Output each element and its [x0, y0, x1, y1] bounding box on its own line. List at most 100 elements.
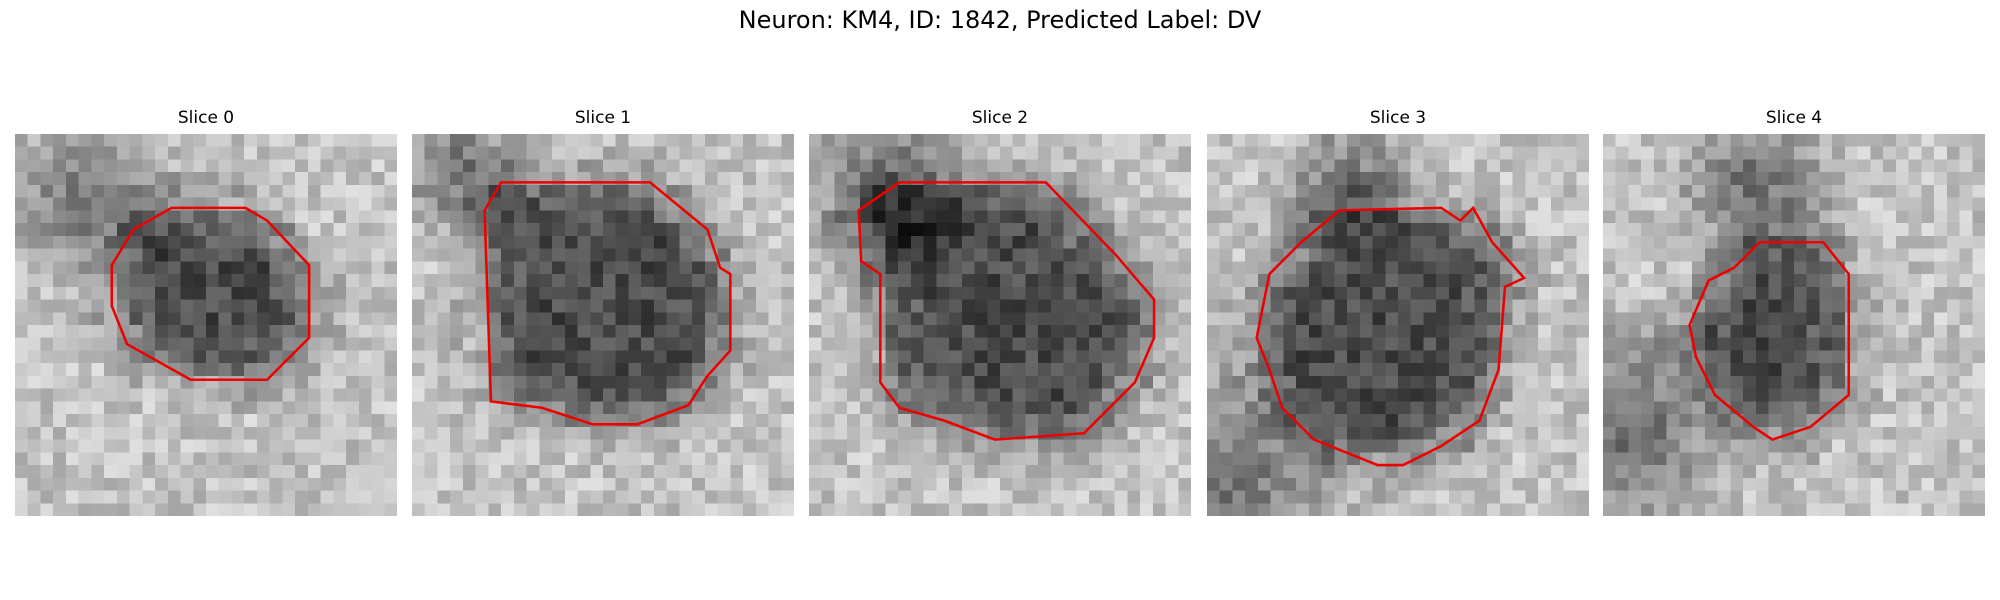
pixel — [1025, 274, 1039, 288]
pixel — [1819, 337, 1833, 351]
pixel — [513, 503, 527, 516]
pixel — [155, 401, 169, 415]
pixel — [564, 312, 578, 326]
pixel — [1385, 503, 1399, 516]
pixel — [603, 299, 617, 313]
pixel — [450, 350, 464, 364]
pixel — [193, 146, 207, 160]
pixel — [910, 210, 924, 224]
pixel — [1321, 261, 1335, 275]
pixel — [564, 325, 578, 339]
pixel — [1512, 197, 1526, 211]
pixel — [692, 146, 706, 160]
pixel — [1219, 426, 1233, 440]
pixel — [577, 299, 591, 313]
pixel — [307, 465, 321, 479]
pixel — [1908, 414, 1922, 428]
pixel — [78, 465, 92, 479]
pixel — [1114, 325, 1128, 339]
pixel — [1140, 261, 1154, 275]
pixel — [1538, 210, 1552, 224]
pixel — [1321, 172, 1335, 186]
pixel — [1165, 363, 1179, 377]
pixel — [821, 134, 835, 148]
pixel — [1615, 261, 1629, 275]
pixel — [1946, 261, 1960, 275]
pixel — [653, 223, 668, 237]
pixel — [1743, 286, 1757, 300]
pixel — [167, 312, 181, 326]
pixel — [1628, 146, 1642, 160]
pixel — [717, 401, 731, 415]
pixel — [1038, 414, 1052, 428]
pixel — [1398, 375, 1412, 390]
pixel — [193, 439, 207, 453]
pixel — [437, 401, 451, 415]
pixel — [1934, 325, 1948, 339]
pixel — [104, 146, 118, 160]
pixel — [923, 248, 937, 262]
pixel — [834, 401, 848, 415]
pixel — [1245, 490, 1259, 504]
pixel — [1025, 159, 1039, 173]
pixel — [333, 274, 347, 288]
pixel — [885, 452, 899, 466]
pixel — [1165, 325, 1179, 339]
pixel — [1165, 159, 1179, 173]
pixel — [590, 286, 604, 300]
pixel — [1296, 286, 1310, 300]
pixel — [1178, 184, 1191, 199]
pixel — [768, 426, 782, 440]
pixel — [346, 401, 360, 415]
pixel — [346, 261, 360, 275]
pixel — [1628, 134, 1642, 148]
pixel — [1628, 375, 1642, 390]
pixel — [961, 235, 975, 249]
pixel — [603, 134, 617, 148]
pixel — [1025, 261, 1039, 275]
pixel — [1219, 235, 1233, 249]
pixel — [974, 465, 988, 479]
pixel — [1538, 325, 1552, 339]
pixel — [1666, 363, 1680, 377]
pixel — [1178, 134, 1191, 148]
pixel — [116, 363, 130, 377]
pixel — [628, 452, 642, 466]
pixel — [809, 134, 823, 148]
pixel — [437, 363, 451, 377]
pixel — [1692, 312, 1706, 326]
pixel — [1334, 363, 1348, 377]
pixel — [1270, 184, 1284, 199]
pixel — [1641, 184, 1655, 199]
pixel — [1908, 439, 1922, 453]
pixel — [1448, 452, 1463, 466]
pixel — [692, 248, 706, 262]
pixel — [1768, 388, 1782, 402]
pixel — [437, 503, 451, 516]
pixel — [1538, 248, 1552, 262]
pixel — [1283, 388, 1297, 402]
pixel — [704, 388, 718, 402]
pixel — [923, 337, 937, 351]
pixel — [1385, 388, 1399, 402]
pixel — [501, 490, 515, 504]
pixel — [1219, 414, 1233, 428]
pixel — [1563, 388, 1577, 402]
pixel — [781, 172, 794, 186]
pixel — [1819, 159, 1833, 173]
pixel — [1563, 134, 1577, 148]
contour — [1255, 205, 1527, 467]
pixel — [1101, 172, 1115, 186]
pixel — [1245, 401, 1259, 415]
pixel — [1704, 210, 1718, 224]
pixel — [1127, 223, 1141, 237]
pixel — [104, 388, 118, 402]
pixel — [244, 223, 258, 237]
pixel — [526, 184, 540, 199]
pixel — [501, 350, 515, 364]
pixel — [539, 337, 553, 351]
pixel — [1152, 439, 1166, 453]
figure-title: Neuron: KM4, ID: 1842, Predicted Label: … — [738, 6, 1262, 34]
pixel — [1334, 503, 1348, 516]
pixel — [437, 350, 451, 364]
